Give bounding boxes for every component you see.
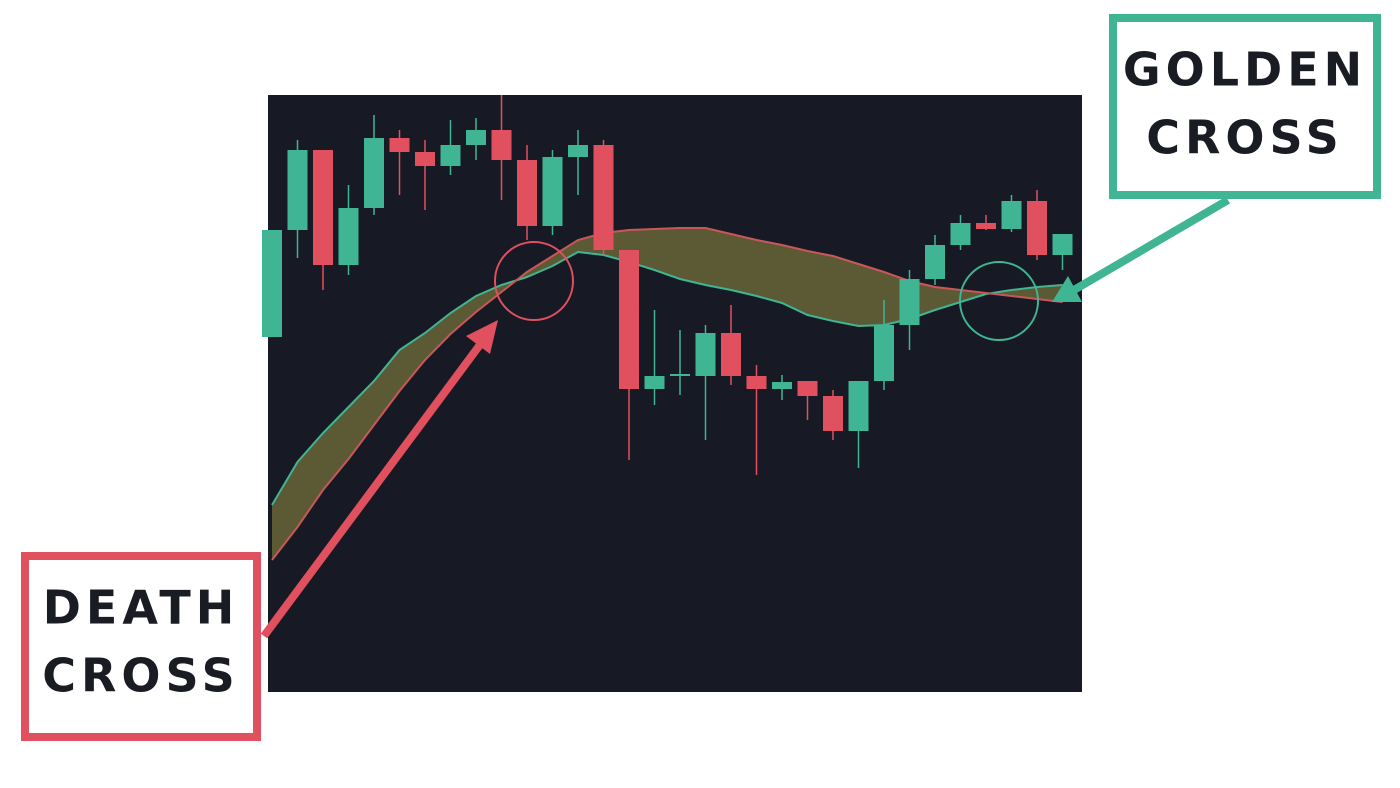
candle-body bbox=[670, 374, 690, 376]
candle-body bbox=[313, 150, 333, 265]
candle-body bbox=[746, 376, 767, 389]
candle-body bbox=[568, 145, 588, 157]
candle-body bbox=[415, 152, 435, 166]
moving-average bbox=[271, 250, 1063, 506]
candle-body bbox=[695, 333, 716, 376]
golden-cross-box bbox=[1109, 14, 1381, 199]
candle-body bbox=[823, 396, 843, 431]
candle-body bbox=[364, 138, 384, 208]
plot bbox=[262, 95, 1073, 561]
candle-body bbox=[772, 382, 792, 389]
candle-body bbox=[721, 333, 741, 376]
candle-body bbox=[338, 208, 359, 265]
annotation-text: CROSS bbox=[1146, 111, 1343, 165]
golden-arrowhead bbox=[1052, 276, 1082, 302]
candle-body bbox=[619, 250, 639, 389]
death-arrow bbox=[260, 339, 486, 639]
candle-body bbox=[950, 223, 971, 245]
plot-area bbox=[268, 95, 1082, 692]
candle-body bbox=[644, 376, 665, 389]
candle-body bbox=[517, 160, 537, 226]
candle-body bbox=[976, 223, 996, 229]
candle-body bbox=[287, 150, 308, 230]
moving-average bbox=[271, 227, 1063, 561]
death-cross-circle bbox=[494, 241, 574, 321]
candle-body bbox=[874, 325, 894, 381]
candle-body bbox=[1027, 201, 1047, 255]
candle-body bbox=[389, 138, 410, 152]
candle-body bbox=[491, 130, 512, 160]
candle-body bbox=[1052, 234, 1073, 255]
candle-body bbox=[262, 230, 282, 337]
ma-band bbox=[272, 228, 1063, 560]
death-cross-box bbox=[21, 552, 261, 741]
candle-body bbox=[440, 145, 461, 166]
candle-body bbox=[1001, 201, 1022, 229]
annotation-text: CROSS bbox=[42, 649, 239, 703]
candle-body bbox=[542, 157, 563, 226]
candle-body bbox=[797, 381, 818, 396]
annotation-text: GOLDEN bbox=[1123, 43, 1367, 97]
candle-body bbox=[925, 245, 945, 279]
candle-body bbox=[593, 145, 614, 250]
golden-cross-circle bbox=[959, 261, 1039, 341]
candle-body bbox=[848, 381, 869, 431]
annotation-text: DEATH bbox=[43, 581, 240, 635]
golden-arrow bbox=[1071, 196, 1231, 294]
death-arrowhead bbox=[466, 320, 498, 354]
candle-body bbox=[899, 279, 920, 325]
candle-body bbox=[466, 130, 486, 145]
